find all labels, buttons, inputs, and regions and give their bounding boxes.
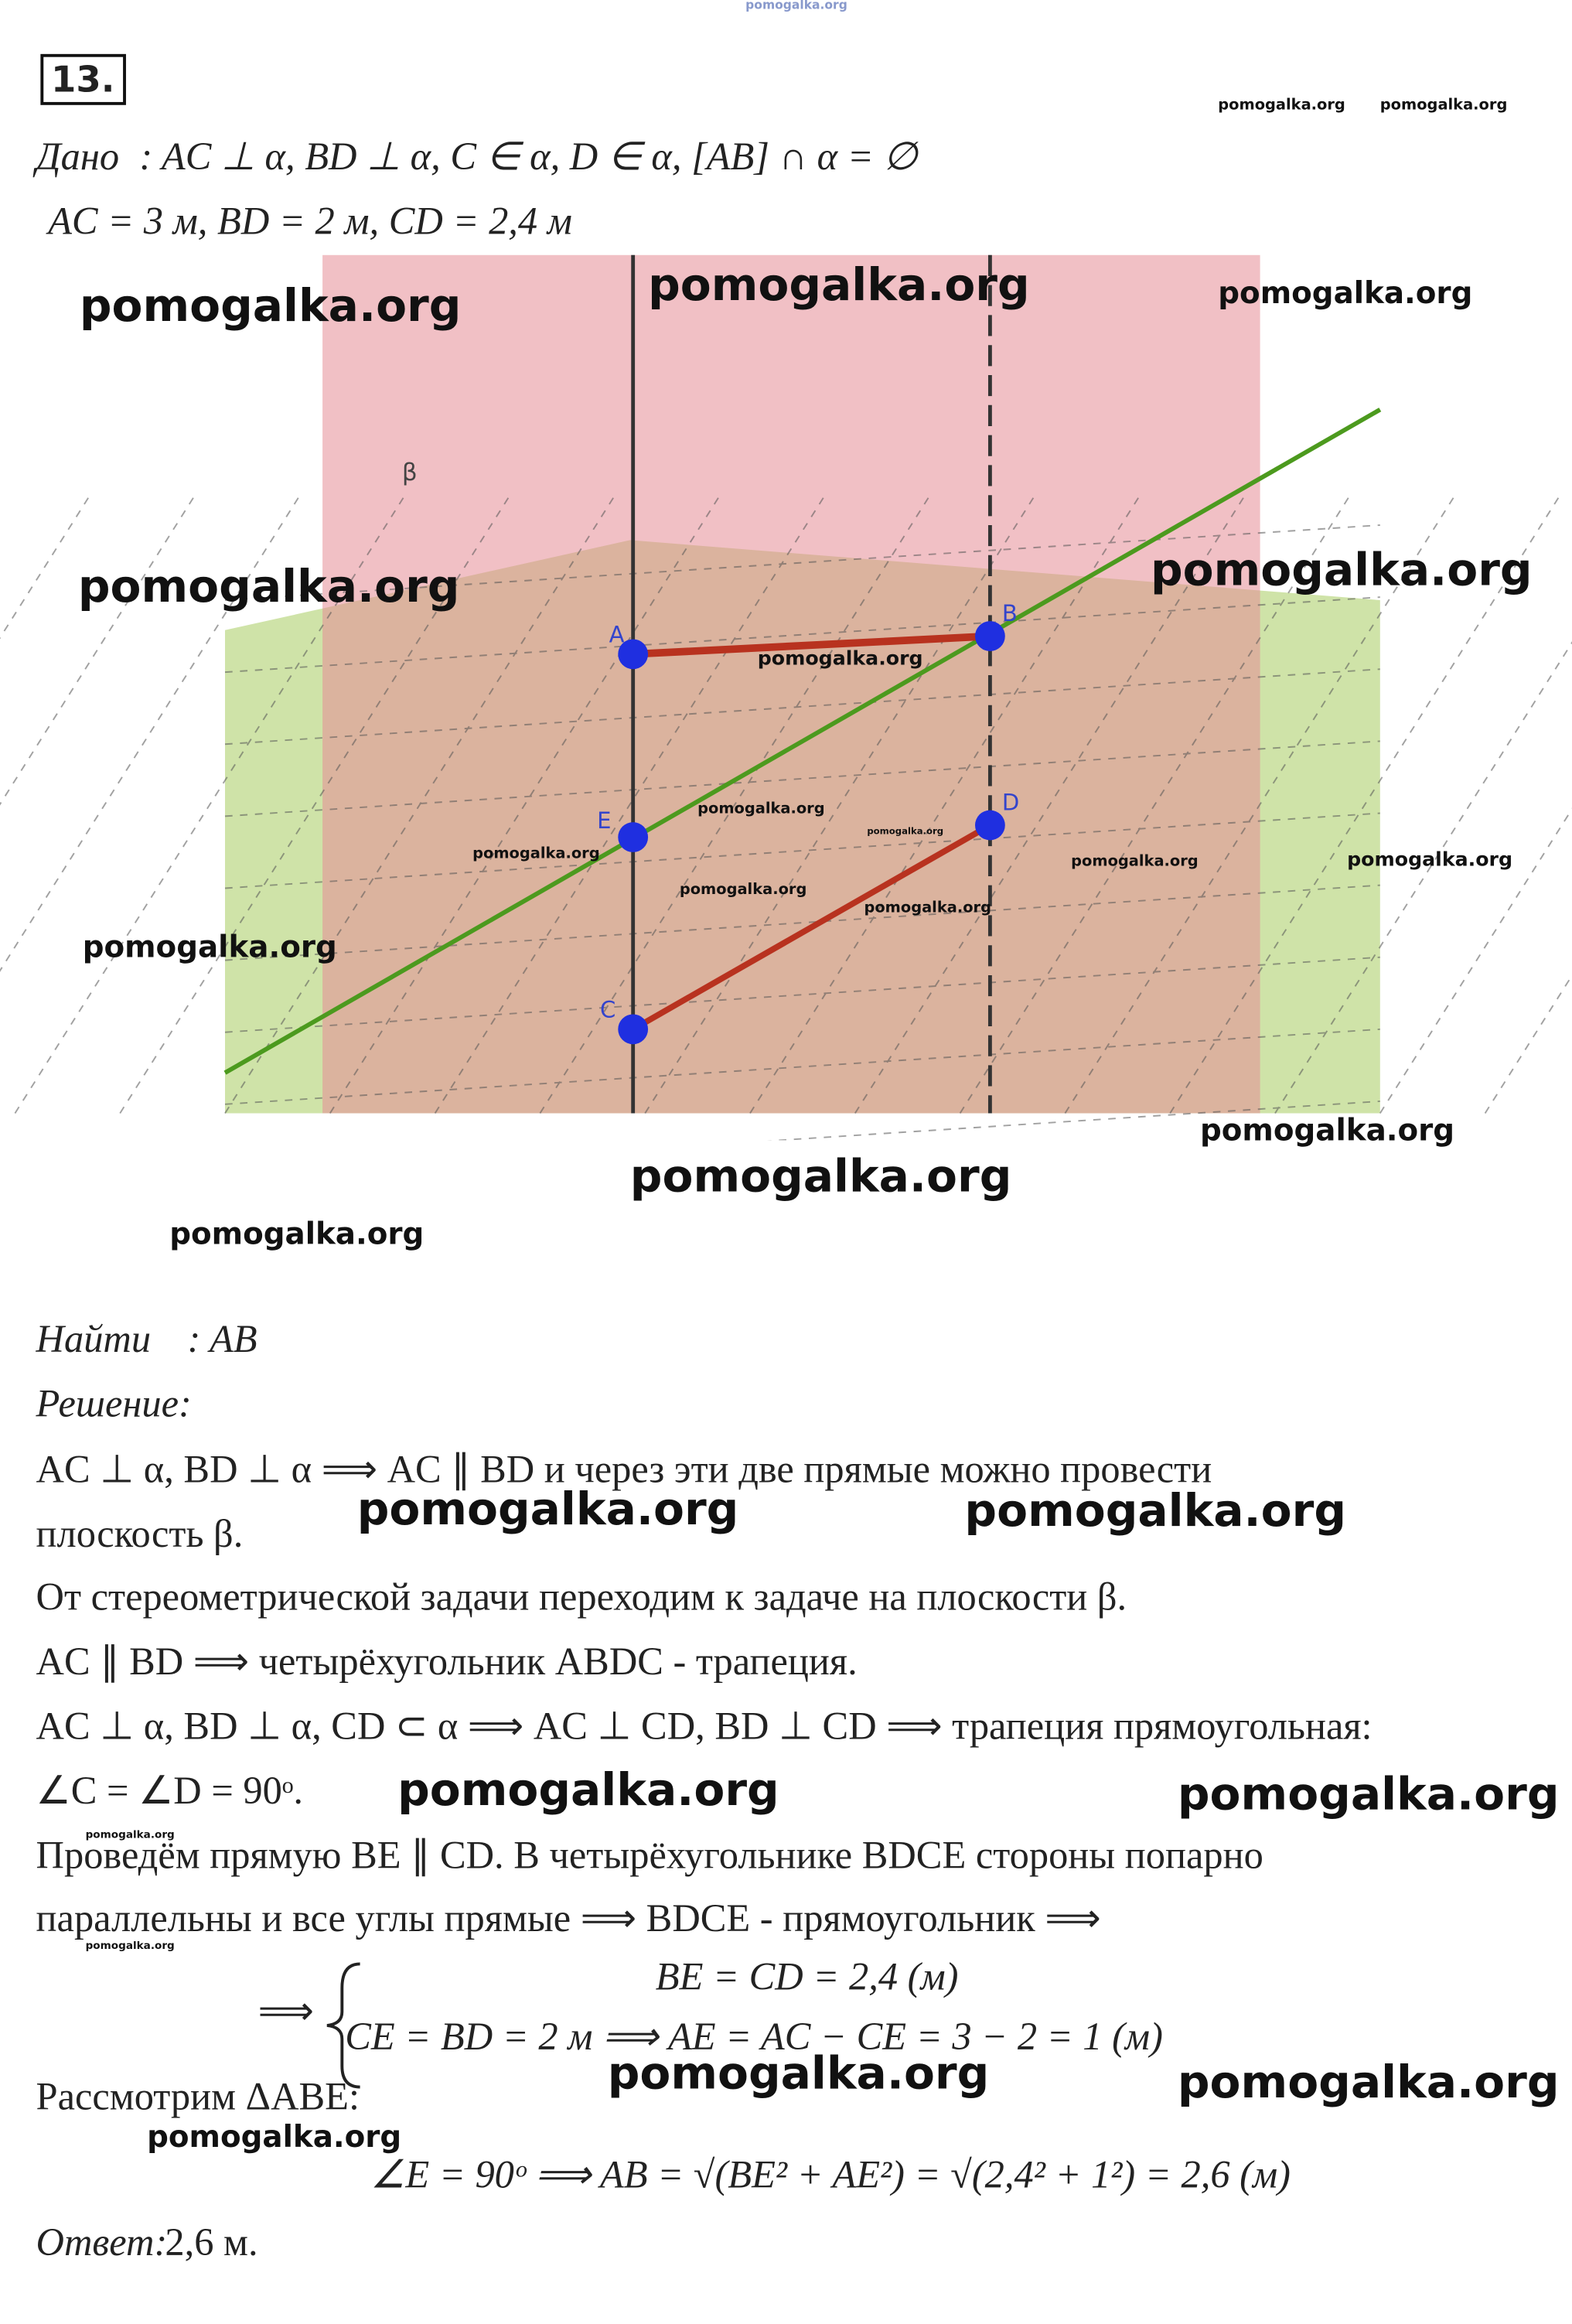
solution-line: параллельны и все углы прямые ⟹ BDCE - п… (36, 1896, 1101, 1940)
point-label: B (1002, 600, 1018, 626)
point-label: E (597, 807, 611, 834)
grid-line (224, 596, 1380, 674)
solution-line: AC ∥ BD ⟹ четырёхугольник ABDC - трапеци… (36, 1640, 858, 1684)
watermark: pomogalka.org (397, 1764, 779, 1817)
point-label: C (600, 996, 616, 1022)
figure: β A B C D E (0, 254, 1572, 1141)
watermark: pomogalka.org (169, 1215, 425, 1251)
grid-line (1484, 974, 1572, 1114)
solution-line: От стереометрической задачи переходим к … (36, 1575, 1127, 1619)
solution-line: плоскость β. (36, 1512, 244, 1556)
watermark: pomogalka.org (1347, 849, 1513, 872)
grid-line (224, 812, 1380, 889)
solution-line: AC ⊥ α, BD ⊥ α, CD ⊂ α ⟹ AC ⊥ CD, BD ⊥ C… (36, 1704, 1373, 1749)
watermark: pomogalka.org (679, 882, 807, 899)
grid-line (224, 668, 1380, 746)
point (975, 621, 1005, 651)
watermark: pomogalka.org (867, 826, 944, 838)
watermark: pomogalka.org (82, 928, 337, 965)
grid-line (224, 1028, 1380, 1105)
answer-label: Ответ: (36, 2220, 168, 2264)
watermark: pomogalka.org (1200, 1111, 1455, 1148)
grid-line (14, 494, 406, 1114)
watermark: pomogalka.org (757, 648, 923, 671)
grid-line (539, 494, 931, 1114)
watermark: pomogalka.org (147, 2118, 402, 2155)
solution-line: ∠C = ∠D = 90ᵒ. (36, 1769, 304, 1813)
point (618, 822, 649, 852)
watermark: pomogalka.org (356, 1483, 739, 1537)
watermark: pomogalka.org (648, 259, 1030, 312)
solution-label: Решение: (36, 1381, 192, 1425)
point-label: A (609, 621, 625, 647)
grid-line (1169, 494, 1561, 1114)
grid-line (644, 494, 1036, 1114)
watermark: pomogalka.org (1177, 1769, 1560, 1822)
given-line: : AC ⊥ α, BD ⊥ α, C ∈ α, D ∈ α, [AB] ∩ α… (139, 135, 918, 179)
watermark: pomogalka.org (472, 846, 600, 863)
segment-cd (631, 822, 992, 1032)
watermark: pomogalka.org (1218, 275, 1473, 311)
watermark: pomogalka.org (1071, 853, 1199, 871)
answer-text: 2,6 м. (165, 2220, 258, 2264)
problem-number: 13. (40, 53, 126, 105)
given-label: Дано (36, 135, 120, 179)
watermark: pomogalka.org (864, 900, 991, 917)
system-prefix: ⟹ (257, 1989, 315, 2033)
segment-ab (633, 632, 991, 658)
grid-line (119, 494, 511, 1114)
brace (326, 1962, 360, 2089)
watermark: pomogalka.org (1379, 97, 1508, 114)
grid-line (224, 740, 1380, 817)
watermark: pomogalka.org (85, 1828, 175, 1841)
grid-line (1379, 807, 1572, 1114)
watermark: pomogalka.org (1150, 544, 1533, 598)
find-text: : AB (187, 1317, 257, 1361)
line-be (223, 408, 1382, 1075)
grid-line (749, 494, 1141, 1114)
watermark: pomogalka.org (745, 0, 847, 12)
system-row: CE = BD = 2 м ⟹ AE = AC − CE = 3 − 2 = 1… (345, 2015, 1163, 2059)
grid-line (329, 494, 721, 1114)
grid-line (224, 524, 1380, 601)
point (618, 1014, 649, 1045)
grid-line (224, 884, 1380, 961)
given-line: AC = 3 м, BD = 2 м, CD = 2,4 м (48, 200, 572, 244)
system-row: BE = CD = 2,4 (м) (655, 1954, 959, 1999)
find-label: Найти (36, 1317, 152, 1361)
watermark: pomogalka.org (964, 1485, 1347, 1538)
plane-beta (322, 254, 1260, 1114)
grid-line (768, 1100, 1380, 1141)
point-label: D (1002, 790, 1019, 816)
final-line: ∠E = 90ᵒ ⟹ AB = √(BE² + AE²) = √(2,4² + … (370, 2152, 1291, 2197)
grid-line (0, 494, 91, 640)
grid-line (959, 494, 1351, 1114)
grid-line (224, 956, 1380, 1033)
watermark: pomogalka.org (697, 800, 825, 818)
grid-line (0, 494, 301, 972)
watermark: pomogalka.org (77, 561, 460, 614)
grid-line (1274, 641, 1572, 1114)
watermark: pomogalka.org (629, 1150, 1012, 1203)
watermark: pomogalka.org (85, 1940, 175, 1952)
plane-label: β (402, 459, 418, 486)
watermark: pomogalka.org (1177, 2056, 1560, 2110)
grid-line (434, 494, 826, 1114)
point (975, 810, 1005, 841)
grid-line (854, 494, 1246, 1114)
solution-line: Проведём прямую BE ∥ CD. В четырёхугольн… (36, 1833, 1263, 1877)
watermark: pomogalka.org (607, 2048, 990, 2100)
point (618, 639, 649, 670)
solution-line: AC ⊥ α, BD ⊥ α ⟹ AC ∥ BD и через эти две… (36, 1448, 1212, 1492)
grid-line (1064, 494, 1456, 1114)
grid (0, 494, 1572, 1141)
watermark: pomogalka.org (1218, 97, 1345, 114)
watermark: pomogalka.org (79, 280, 462, 333)
consider: Рассмотрим ΔABE: (36, 2075, 360, 2119)
